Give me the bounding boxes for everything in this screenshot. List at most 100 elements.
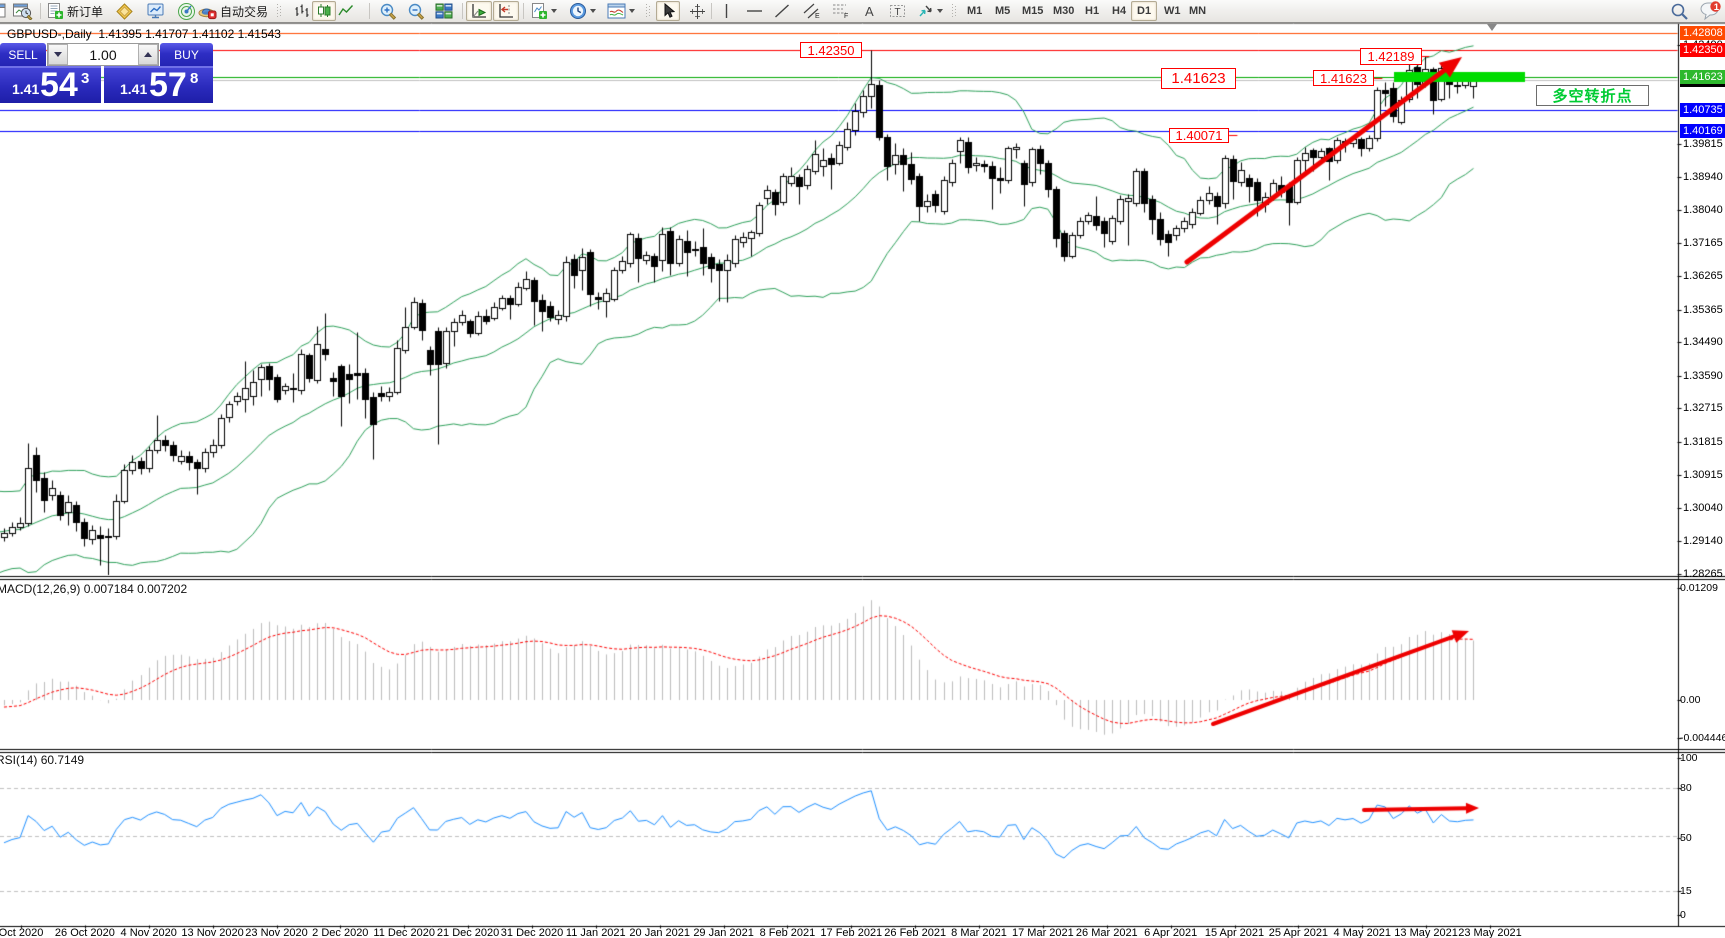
annotation-text-box[interactable]: 多空转折点 [1536, 85, 1649, 106]
bar-chart-button[interactable] [290, 1, 314, 21]
zoom-in-button[interactable] [375, 1, 401, 21]
toolbar-grip[interactable] [646, 4, 650, 18]
periods-button[interactable] [565, 1, 599, 21]
autotrading-button[interactable]: 自动交易 [197, 1, 269, 21]
price-axis-tick: 1.37165 [1683, 236, 1723, 249]
price-axis-tick: 1.29140 [1683, 535, 1723, 548]
bid-price-big: 54 [40, 66, 78, 104]
price-callout-label[interactable]: 1.40071 [1169, 128, 1229, 143]
new-chart-icon [0, 3, 6, 18]
price-callout-label[interactable]: 1.41623 [1161, 68, 1236, 89]
tile-windows-button[interactable] [431, 1, 457, 21]
strategy-tester-icon [177, 2, 195, 20]
price-callout-label[interactable]: 1.41623 [1313, 70, 1374, 86]
search-button[interactable] [1666, 1, 1692, 21]
timeframe-H1[interactable]: H1 [1085, 5, 1100, 17]
volume-decrease-button[interactable] [48, 44, 68, 65]
ask-price-sup: 8 [190, 70, 199, 87]
autotrading-icon [198, 8, 217, 19]
metaeditor-button[interactable] [112, 1, 136, 21]
equidistant-channel-button[interactable]: E [800, 1, 824, 21]
toolbar-grip[interactable] [952, 4, 956, 18]
svg-text:T: T [894, 7, 900, 18]
buy-button[interactable]: BUY [160, 43, 213, 66]
toolbar-separator [523, 3, 524, 19]
profiles-button[interactable] [11, 1, 35, 21]
svg-text:1: 1 [1714, 2, 1720, 13]
zoom-out-icon [408, 3, 424, 20]
price-axis-tick: 1.31815 [1683, 435, 1723, 448]
indicator-axis-tick: 15 [1680, 885, 1692, 897]
search-icon [1671, 3, 1688, 20]
price-axis-tick: 1.38940 [1683, 170, 1723, 183]
date-axis-label: 11 Dec 2020 [373, 927, 435, 938]
timeframe-M30[interactable]: M30 [1053, 5, 1075, 17]
sell-button[interactable]: SELL [0, 43, 46, 66]
timeframe-MN[interactable]: MN [1189, 5, 1207, 17]
indicators-button[interactable] [527, 1, 561, 21]
cursor-button[interactable] [656, 1, 680, 21]
svg-text:F: F [844, 13, 848, 19]
periods-icon [569, 3, 586, 19]
zoom-out-button[interactable] [403, 1, 429, 21]
chart-shift-marker[interactable] [1487, 24, 1497, 31]
fibonacci-icon: F [833, 4, 848, 19]
volume-input[interactable]: 1.00 [89, 46, 117, 63]
volume-down-icon [54, 52, 62, 57]
macd-name: MACD(12,26,9) [0, 582, 81, 596]
line-chart-button[interactable] [334, 1, 358, 21]
periods-dropdown-arrow [589, 9, 596, 13]
timeframe-M15[interactable]: M15 [1022, 5, 1044, 17]
price-axis-tick: 1.32715 [1683, 402, 1723, 415]
cursor-icon [664, 3, 675, 18]
fibonacci-button[interactable]: F [829, 1, 853, 21]
ask-price-panel[interactable]: 1.41 57 8 [104, 66, 213, 104]
date-axis-label: 13 Nov 2020 [181, 927, 244, 938]
vertical-line-button[interactable] [715, 1, 737, 21]
timeframe-H4[interactable]: H4 [1112, 5, 1127, 17]
text-label-button[interactable]: T [885, 1, 909, 21]
new-chart-button[interactable] [0, 1, 10, 21]
arrows-button[interactable] [912, 1, 948, 21]
trendline-button[interactable] [771, 1, 793, 21]
price-axis-badge: 1.41623 [1680, 70, 1725, 84]
price-callout-label[interactable]: 1.42350 [800, 42, 862, 58]
toolbar-grip[interactable] [277, 4, 281, 18]
price-axis-tick: 1.35365 [1683, 303, 1723, 316]
templates-button[interactable] [603, 1, 639, 21]
tile-windows-icon [435, 3, 453, 19]
date-axis-label: 4 May 2021 [1333, 927, 1392, 938]
trendline-icon [775, 4, 789, 18]
macd-label: MACD(12,26,9) 0.007184 0.007202 [0, 582, 187, 596]
timeframe-M5[interactable]: M5 [995, 5, 1011, 17]
chart-shift-button[interactable] [493, 1, 519, 21]
timeframe-M1[interactable]: M1 [967, 5, 983, 17]
strategy-tester-button[interactable] [174, 1, 198, 21]
timeframe-W1[interactable]: W1 [1164, 5, 1181, 17]
price-callout-label[interactable]: 1.42189 [1360, 48, 1422, 65]
auto-scroll-icon [472, 3, 487, 18]
price-axis-tick: 1.39815 [1683, 138, 1723, 151]
bid-price-panel[interactable]: 1.41 54 3 [0, 66, 101, 104]
auto-scroll-button[interactable] [466, 1, 492, 21]
text-button[interactable]: A [857, 1, 881, 21]
price-axis-tick: 1.30040 [1683, 501, 1723, 514]
new-order-button[interactable]: 新订单 [44, 1, 106, 21]
horizontal-line-button[interactable] [743, 1, 765, 21]
chart-title: GBPUSD-,Daily 1.41395 1.41707 1.41102 1.… [7, 27, 281, 41]
crosshair-button[interactable] [685, 1, 709, 21]
timeframe-D1[interactable]: D1 [1131, 1, 1158, 21]
terminal-button[interactable] [143, 1, 167, 21]
toolbar-separator [369, 3, 370, 19]
notifications-button[interactable]: 1 [1696, 1, 1724, 21]
indicator-axis-tick: 100 [1680, 752, 1698, 764]
rsi-name: RSI(14) [0, 753, 38, 767]
volume-increase-button[interactable] [138, 44, 158, 65]
price-axis-tick: 1.36265 [1683, 270, 1723, 283]
candlestick-chart-button[interactable] [312, 1, 336, 21]
macd-current-values: 0.007184 0.007202 [83, 582, 188, 596]
vertical-line-icon [725, 4, 727, 18]
date-axis-label: 13 May 2021 [1394, 927, 1458, 938]
toolbar-separator [462, 3, 463, 19]
